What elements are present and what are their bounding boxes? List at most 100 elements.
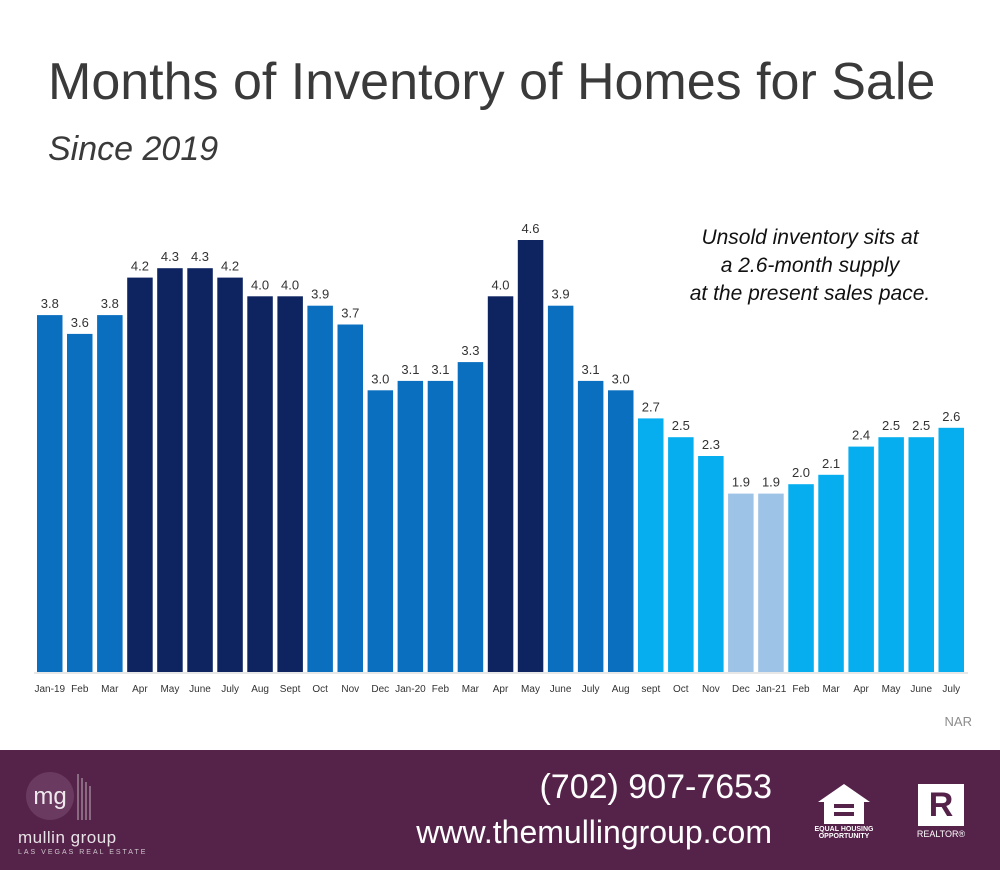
mullin-group-logo-icon: mg [26, 768, 96, 824]
data-label-19: 3.0 [612, 371, 630, 386]
x-tick-label-3: Apr [132, 684, 148, 695]
data-label-3: 4.2 [131, 259, 149, 274]
equal-housing-icon [818, 784, 870, 824]
bar-10 [337, 324, 363, 672]
data-label-16: 4.6 [521, 221, 539, 236]
x-tick-label-10: Nov [341, 684, 359, 695]
bar-15 [487, 296, 514, 672]
bar-30 [938, 427, 964, 672]
realtor-logo: R REALTOR® [912, 784, 970, 839]
data-label-17: 3.9 [552, 287, 570, 302]
data-label-30: 2.6 [942, 409, 960, 424]
x-tick-label-19: Aug [612, 684, 630, 695]
x-tick-label-12: Jan-20 [395, 684, 426, 695]
data-label-25: 2.0 [792, 465, 810, 480]
x-tick-label-30: July [942, 684, 960, 695]
x-tick-label-15: Apr [493, 684, 509, 695]
bars-layer: 3.8 Jan-19 3.6 Feb 3.8 Mar 4.2 Apr 4.3 May 4.3 June… [35, 221, 964, 695]
bar-0 [37, 315, 63, 672]
bar-11 [367, 390, 394, 672]
logo-name: mullin group [18, 828, 117, 847]
page-subtitle: Since 2019 [48, 130, 219, 168]
footer-bar: mg mullin group LAS VEGAS REAL ESTATE (7… [0, 750, 1000, 870]
data-label-15: 4.0 [491, 277, 509, 292]
bar-6 [217, 277, 243, 672]
page-title: Months of Inventory of Homes for Sale [48, 53, 936, 111]
data-label-20: 2.7 [642, 399, 660, 414]
realtor-mark: R [928, 786, 954, 824]
x-tick-label-5: June [189, 684, 211, 695]
data-label-29: 2.5 [912, 418, 930, 433]
annotation-line-1: Unsold inventory sits at [701, 226, 919, 249]
data-label-5: 4.3 [191, 249, 209, 264]
x-tick-label-18: July [582, 684, 600, 695]
data-label-2: 3.8 [101, 296, 119, 311]
data-label-18: 3.1 [582, 362, 600, 377]
data-label-1: 3.6 [71, 315, 89, 330]
data-label-22: 2.3 [702, 437, 720, 452]
eho-line-1: EQUAL HOUSING [814, 826, 874, 833]
data-label-6: 4.2 [221, 259, 239, 274]
bar-19 [608, 390, 634, 672]
data-label-11: 3.0 [371, 371, 389, 386]
eho-line-2: OPPORTUNITY [818, 833, 870, 840]
x-tick-label-23: Dec [732, 684, 750, 695]
bar-29 [908, 437, 934, 672]
x-tick-label-6: July [221, 684, 239, 695]
x-tick-label-22: Nov [702, 684, 720, 695]
data-label-8: 4.0 [281, 277, 299, 292]
x-tick-label-1: Feb [71, 684, 89, 695]
bar-5 [187, 268, 213, 672]
bar-12 [397, 380, 424, 672]
x-tick-label-7: Aug [251, 684, 269, 695]
data-label-14: 3.3 [461, 343, 479, 358]
bar-24 [758, 493, 784, 672]
data-label-0: 3.8 [41, 296, 59, 311]
bar-18 [577, 380, 604, 672]
website-link[interactable]: www.themullingroup.com [416, 814, 772, 850]
bar-17 [547, 305, 574, 672]
data-label-23: 1.9 [732, 475, 750, 490]
logo-tagline: LAS VEGAS REAL ESTATE [18, 849, 148, 856]
bar-3 [127, 277, 153, 672]
x-tick-label-4: May [160, 684, 179, 695]
source-label: NAR [944, 714, 972, 729]
bar-25 [788, 484, 814, 672]
chart-annotation: Unsold inventory sits at a 2.6-month sup… [660, 224, 960, 308]
phone-number: (702) 907-7653 [539, 768, 772, 806]
bar-7 [247, 296, 273, 672]
bar-1 [67, 333, 93, 672]
x-tick-label-2: Mar [101, 684, 119, 695]
x-tick-label-14: Mar [462, 684, 480, 695]
x-tick-label-20: sept [641, 684, 660, 695]
logo-initials: mg [33, 783, 66, 810]
data-label-27: 2.4 [852, 428, 870, 443]
realtor-label: REALTOR® [916, 829, 966, 839]
x-tick-label-16: May [521, 684, 540, 695]
x-tick-label-25: Feb [792, 684, 810, 695]
x-tick-label-29: June [910, 684, 932, 695]
bar-27 [848, 446, 874, 672]
bar-2 [97, 315, 123, 672]
bar-8 [277, 296, 303, 672]
realtor-icon: R [918, 784, 964, 826]
data-label-13: 3.1 [431, 362, 449, 377]
bar-13 [427, 380, 454, 672]
data-label-9: 3.9 [311, 287, 329, 302]
x-tick-label-24: Jan-21 [756, 684, 787, 695]
x-tick-label-13: Feb [432, 684, 450, 695]
x-tick-label-28: May [882, 684, 901, 695]
x-tick-label-17: June [550, 684, 572, 695]
x-tick-label-11: Dec [371, 684, 389, 695]
x-tick-label-9: Oct [312, 684, 328, 695]
x-tick-label-0: Jan-19 [35, 684, 66, 695]
bar-9 [307, 305, 333, 672]
data-label-10: 3.7 [341, 306, 359, 321]
data-label-24: 1.9 [762, 475, 780, 490]
equal-housing-logo: EQUAL HOUSING OPPORTUNITY [814, 782, 874, 840]
x-tick-label-27: Apr [853, 684, 869, 695]
x-tick-label-8: Sept [280, 684, 301, 695]
bar-22 [698, 456, 724, 672]
bar-21 [668, 437, 694, 672]
bar-28 [878, 437, 904, 672]
